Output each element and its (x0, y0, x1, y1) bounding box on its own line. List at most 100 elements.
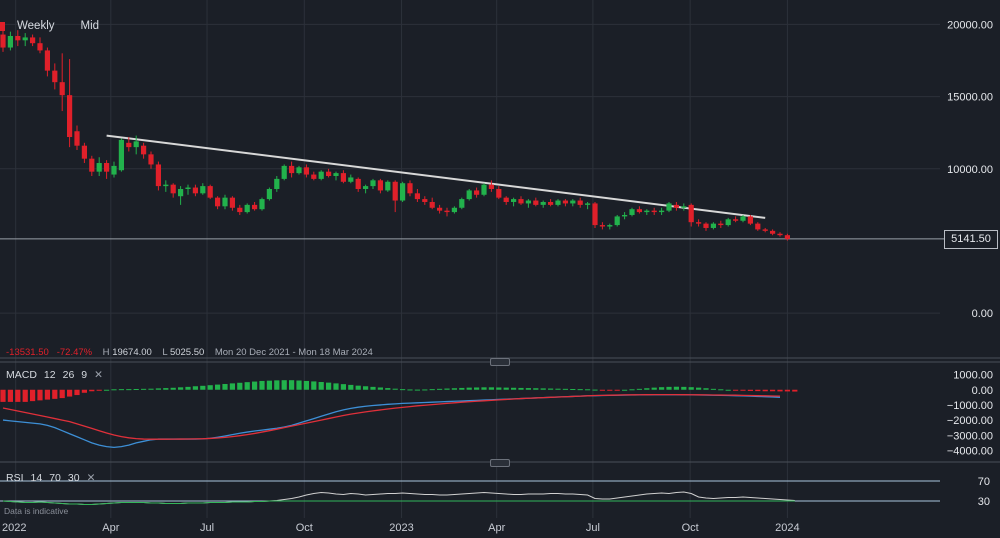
candle-body (703, 223, 709, 228)
candles-group (0, 29, 790, 241)
macd-histogram-bar (459, 387, 465, 390)
low-label: L (162, 347, 168, 358)
candle-body (67, 95, 73, 138)
candle-body (266, 188, 272, 200)
rsi-axis-tick: 70 (978, 476, 990, 488)
macd-histogram-bar (0, 389, 6, 402)
macd-histogram-bar (688, 387, 694, 390)
macd-histogram-bar (681, 386, 687, 390)
candle-body (7, 35, 13, 48)
macd-histogram-bar (725, 389, 731, 391)
rsi-param-lower: 30 (67, 472, 80, 484)
macd-histogram-bar (740, 389, 746, 391)
candle-body (511, 199, 517, 202)
candle-body (688, 204, 694, 223)
macd-histogram-bar (111, 389, 117, 391)
series-color-marker (0, 21, 5, 31)
macd-histogram-bar (215, 384, 221, 390)
macd-label: MACD (6, 369, 37, 381)
candle-body (289, 165, 295, 174)
candle-body (89, 158, 95, 172)
candle-body (518, 199, 524, 204)
low-value: 5025.50 (169, 347, 205, 358)
macd-histogram-bar (392, 388, 398, 390)
macd-histogram-bar (44, 389, 50, 400)
candle-body (718, 223, 724, 226)
candle-body (562, 200, 568, 204)
candle-body (170, 184, 176, 194)
candle-body (474, 190, 480, 195)
candle-body (326, 171, 332, 176)
panel-resize-handle-rsi[interactable] (490, 459, 510, 467)
panel-resize-handle-macd[interactable] (490, 358, 510, 366)
macd-histogram-bar (622, 389, 628, 391)
high-label: H (102, 347, 110, 358)
candle-body (459, 199, 465, 208)
candle-body (636, 209, 642, 213)
macd-histogram-bar (133, 388, 139, 390)
candle-body (481, 184, 487, 195)
rsi-axis: 70 30 (978, 476, 990, 508)
macd-histogram-bar (89, 389, 95, 392)
candle-body (296, 167, 302, 174)
macd-histogram-bar (244, 382, 250, 390)
macd-histogram-bar (52, 389, 58, 399)
candle-body (414, 193, 420, 200)
macd-histogram-bar (148, 388, 154, 390)
candle-body (392, 181, 398, 201)
candle-body (422, 199, 428, 202)
candle-body (200, 186, 206, 194)
macd-histogram-bar (340, 384, 346, 390)
time-axis-label: Jul (586, 522, 600, 534)
candle-body (644, 210, 650, 213)
macd-histogram-bar (385, 388, 391, 390)
candle-body (185, 187, 191, 189)
candle-body (444, 210, 450, 213)
macd-histogram-bar (614, 389, 620, 391)
candle-body (96, 163, 102, 172)
candle-body (363, 186, 369, 189)
candle-body (192, 187, 198, 194)
time-axis-label: Apr (488, 522, 505, 534)
ohlc-readout: -13531.50 -72.47% H 19674.00 L 5025.50 M… (6, 347, 373, 358)
close-icon[interactable]: ✕ (94, 369, 103, 381)
macd-histogram-bar (755, 389, 761, 392)
rsi-param-period: 14 (30, 472, 43, 484)
macd-histogram-bar (348, 384, 354, 390)
candle-body (770, 230, 776, 234)
macd-histogram-bar (377, 387, 383, 390)
macd-histogram-bar (370, 386, 376, 390)
candle-body (400, 183, 406, 201)
macd-histogram-bar (7, 389, 13, 402)
candle-body (333, 173, 339, 176)
candle-body (570, 200, 576, 204)
candle-body (30, 37, 36, 44)
price-axis-tick: 20000.00 (947, 19, 993, 31)
macd-histogram-bar (607, 389, 613, 391)
price-axis-tick: 15000.00 (947, 92, 993, 104)
candle-body (762, 229, 768, 231)
macd-histogram-bar (562, 388, 568, 390)
macd-histogram-bar (636, 388, 642, 390)
candle-body (274, 178, 280, 189)
macd-histogram-bar (710, 388, 716, 390)
candle-body (222, 197, 228, 207)
candle-body (15, 35, 21, 41)
macd-histogram-bar (333, 383, 339, 390)
macd-histogram-bar (170, 387, 176, 390)
price-type-selector[interactable]: Mid (80, 20, 100, 32)
time-axis-label: 2024 (775, 522, 799, 534)
macd-histogram-bar (126, 389, 132, 391)
candle-body (74, 131, 80, 146)
macd-param-fast: 12 (43, 369, 56, 381)
timeframe-selector[interactable]: Weekly (17, 20, 55, 32)
macd-histogram-bar (303, 380, 309, 390)
close-icon[interactable]: ✕ (86, 472, 96, 484)
macd-histogram-bar (229, 383, 235, 390)
candle-body (607, 225, 613, 227)
candle-body (622, 214, 628, 217)
signal-line (2, 393, 781, 440)
candle-body (784, 235, 790, 239)
date-range: Mon 20 Dec 2021 - Mon 18 Mar 2024 (214, 347, 373, 358)
